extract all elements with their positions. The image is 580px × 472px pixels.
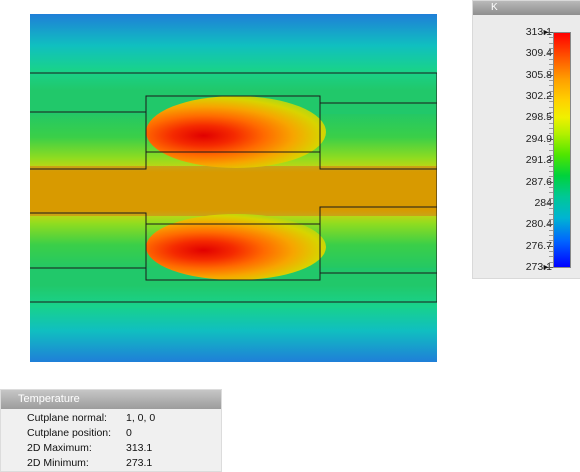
legend-tick-mark — [547, 53, 553, 54]
legend-tick-label: 276.7 — [525, 239, 552, 252]
legend-minor-tick — [549, 112, 553, 113]
legend-tick-label: 284 — [534, 196, 552, 209]
legend-tick-label: 305.8 — [525, 68, 552, 81]
legend-tick-label: 280.4 — [525, 218, 552, 231]
geometry-outline — [30, 72, 437, 303]
info-label-cutplane-position: Cutplane position: — [27, 427, 112, 439]
legend-minor-tick — [549, 64, 553, 65]
color-legend: K 313.1 309.4 305.8 302.2 298.5 294.9 291.3 287… — [472, 0, 580, 279]
legend-minor-tick — [549, 69, 553, 70]
upper-hot-spot — [146, 96, 326, 168]
core-region — [30, 166, 437, 216]
info-value-cutplane-position: 0 — [126, 427, 132, 439]
legend-tick-mark — [547, 96, 553, 97]
legend-tick-label: 298.5 — [525, 111, 552, 124]
legend-minor-tick — [549, 101, 553, 102]
legend-minor-tick — [549, 123, 553, 124]
legend-minor-tick — [549, 91, 553, 92]
legend-minor-tick — [549, 251, 553, 252]
legend-minor-tick — [549, 198, 553, 199]
legend-minor-tick — [549, 80, 553, 81]
info-value-2d-minimum: 273.1 — [126, 457, 153, 469]
legend-tick-mark — [547, 117, 553, 118]
legend-tick-mark — [547, 32, 553, 33]
legend-tick-label: 309.4 — [525, 47, 552, 60]
info-label-cutplane-normal: Cutplane normal: — [27, 412, 107, 424]
legend-minor-tick — [549, 187, 553, 188]
legend-minor-tick — [549, 150, 553, 151]
legend-minor-tick — [549, 240, 553, 241]
legend-color-bar — [553, 32, 571, 268]
temperature-info-panel: Temperature Cutplane normal: 1, 0, 0 Cut… — [0, 389, 222, 472]
legend-minor-tick — [549, 235, 553, 236]
legend-tick-mark — [547, 75, 553, 76]
legend-minor-tick — [549, 166, 553, 167]
info-panel-title: Temperature — [18, 393, 80, 405]
legend-minor-tick — [549, 171, 553, 172]
legend-tick-mark — [547, 182, 553, 183]
legend-minor-tick — [549, 176, 553, 177]
legend-tick-mark — [547, 160, 553, 161]
legend-minor-tick — [549, 48, 553, 49]
min-arrow-icon: ► — [542, 262, 550, 272]
temperature-field-plot[interactable] — [30, 14, 437, 362]
legend-tick-label: 291.3 — [525, 154, 552, 167]
legend-minor-tick — [549, 155, 553, 156]
legend-tick-mark — [547, 203, 553, 204]
legend-minor-tick — [549, 43, 553, 44]
legend-tick-label: 302.2 — [525, 90, 552, 103]
info-value-cutplane-normal: 1, 0, 0 — [126, 412, 156, 424]
legend-tick-mark — [547, 139, 553, 140]
legend-minor-tick — [549, 37, 553, 38]
legend-unit: K — [491, 2, 498, 13]
legend-tick-mark — [547, 267, 553, 268]
legend-tick-label: 294.9 — [525, 132, 552, 145]
legend-minor-tick — [549, 192, 553, 193]
legend-minor-tick — [549, 107, 553, 108]
legend-minor-tick — [549, 133, 553, 134]
legend-minor-tick — [549, 214, 553, 215]
legend-minor-tick — [549, 59, 553, 60]
legend-tick-label: 273.1 — [525, 261, 552, 273]
legend-minor-tick — [549, 256, 553, 257]
legend-minor-tick — [549, 219, 553, 220]
legend-tick-label: 313.1 — [525, 26, 552, 38]
legend-tick-mark — [547, 246, 553, 247]
info-value-2d-maximum: 313.1 — [126, 442, 153, 454]
legend-minor-tick — [549, 128, 553, 129]
legend-minor-tick — [549, 144, 553, 145]
legend-tick-mark — [547, 224, 553, 225]
legend-minor-tick — [549, 85, 553, 86]
max-arrow-icon: ► — [542, 27, 550, 37]
info-label-2d-maximum: 2D Maximum: — [27, 442, 92, 454]
lower-hot-spot — [146, 214, 326, 280]
legend-minor-tick — [549, 230, 553, 231]
legend-tick-label: 287.6 — [525, 175, 552, 188]
info-label-2d-minimum: 2D Minimum: — [27, 457, 89, 469]
legend-header: K — [473, 1, 580, 15]
legend-minor-tick — [549, 262, 553, 263]
info-panel-header: Temperature — [1, 390, 221, 409]
legend-minor-tick — [549, 208, 553, 209]
